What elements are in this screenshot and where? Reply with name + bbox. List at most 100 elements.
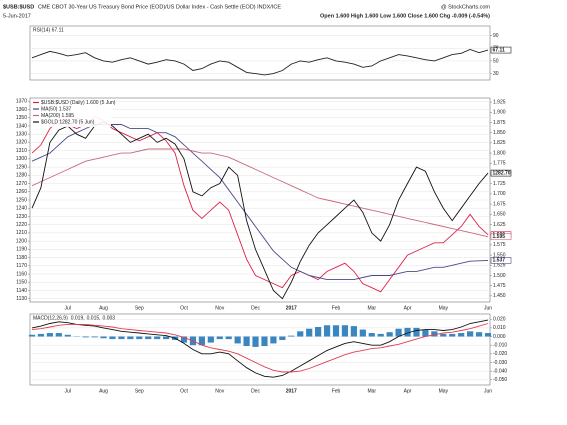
legend-label: 0.015, bbox=[87, 315, 101, 321]
panel-frame bbox=[29, 313, 491, 386]
x-tick-label: Aug bbox=[99, 305, 108, 311]
y-tick-label: 0.000 bbox=[493, 334, 506, 340]
histogram-bar bbox=[377, 333, 384, 337]
histogram-bar bbox=[118, 336, 125, 340]
legend-label: 0.019, bbox=[71, 315, 85, 321]
chart-title: CME CBOT 30-Year US Treasury Bond Price … bbox=[38, 4, 281, 10]
y-tick-label: 1330 bbox=[16, 132, 27, 138]
y-tick-label: 1.850 bbox=[493, 130, 506, 136]
y-tick-label: 1280 bbox=[16, 173, 27, 179]
histogram-bar bbox=[91, 336, 98, 338]
histogram-bar bbox=[359, 329, 366, 337]
x-tick-label: 2017 bbox=[286, 305, 297, 311]
series-line bbox=[31, 124, 489, 281]
y-tick-label: 1350 bbox=[16, 115, 27, 121]
x-tick-label: Nov bbox=[215, 388, 224, 394]
x-tick-label: Apr bbox=[404, 388, 412, 394]
y-tick-label: 1.900 bbox=[493, 110, 506, 116]
y-tick-label: 1.550 bbox=[493, 252, 506, 258]
histogram-bar bbox=[145, 336, 152, 340]
histogram-bar bbox=[136, 336, 143, 340]
y-tick-label: -0.010 bbox=[493, 342, 507, 348]
y-tick-label: 1320 bbox=[16, 140, 27, 146]
x-tick-label: Jun bbox=[484, 305, 492, 311]
histogram-bar bbox=[207, 336, 214, 343]
y-tick-label: 1210 bbox=[16, 230, 27, 236]
histogram-bar bbox=[46, 333, 53, 337]
y-tick-label: 1150 bbox=[16, 280, 27, 286]
legend-label: MA(200) 1.595 bbox=[41, 113, 74, 119]
x-tick-label: 2017 bbox=[286, 388, 297, 394]
y-tick-label: 1.825 bbox=[493, 140, 506, 146]
y-tick-label: 1170 bbox=[16, 263, 27, 269]
histogram-bar bbox=[440, 333, 447, 337]
x-tick-label: Mar bbox=[367, 305, 376, 311]
y-tick-label: 1340 bbox=[16, 123, 27, 129]
x-tick-label: Feb bbox=[332, 388, 341, 394]
series-line bbox=[31, 323, 489, 373]
y-tick-label: 30 bbox=[493, 71, 499, 77]
histogram-bar bbox=[395, 328, 402, 337]
histogram-bar bbox=[234, 336, 241, 344]
y-tick-label: -0.020 bbox=[493, 351, 507, 357]
series-line bbox=[31, 115, 489, 293]
y-tick-label: 1230 bbox=[16, 214, 27, 220]
value-tag-box bbox=[490, 233, 512, 241]
x-tick-label: Jun bbox=[484, 388, 492, 394]
histogram-bar bbox=[270, 336, 277, 344]
x-tick-label: Mar bbox=[367, 388, 376, 394]
x-tick-label: Sep bbox=[135, 305, 144, 311]
histogram-bar bbox=[243, 336, 250, 347]
histogram-bar bbox=[216, 336, 223, 340]
legend-box bbox=[31, 99, 111, 127]
y-tick-label: 1.875 bbox=[493, 120, 506, 126]
legend-label: MA(50) 1.537 bbox=[41, 106, 72, 112]
histogram-bar bbox=[261, 336, 268, 347]
value-tag: 1.595 bbox=[493, 234, 506, 240]
x-tick-label: Jul bbox=[65, 388, 71, 394]
histogram-bar bbox=[127, 336, 134, 340]
y-tick-label: 1270 bbox=[16, 181, 27, 187]
y-tick-label: 1240 bbox=[16, 206, 27, 212]
x-tick-label: Oct bbox=[180, 305, 188, 311]
y-tick-label: 1250 bbox=[16, 197, 27, 203]
series-line bbox=[31, 121, 489, 300]
y-tick-label: 1260 bbox=[16, 189, 27, 195]
x-tick-label: Aug bbox=[99, 388, 108, 394]
x-tick-label: Jul bbox=[65, 305, 71, 311]
y-tick-label: -0.030 bbox=[493, 360, 507, 366]
histogram-bar bbox=[100, 336, 107, 339]
panel-label: RSI(14) 67.11 bbox=[33, 27, 64, 33]
legend-label: $USB:$USD (Daily) 1.600 (5 Jun) bbox=[41, 100, 116, 106]
histogram-bar bbox=[109, 336, 116, 340]
series-line bbox=[31, 148, 489, 238]
histogram-bar bbox=[288, 335, 295, 337]
y-tick-label: 1.500 bbox=[493, 273, 506, 279]
value-tag: 67.11 bbox=[493, 47, 505, 53]
panel-label: MACD(12,26,9) bbox=[33, 315, 68, 321]
histogram-bar bbox=[422, 329, 429, 337]
y-tick-label: 1180 bbox=[16, 255, 27, 261]
y-tick-label: 1.475 bbox=[493, 283, 506, 289]
y-tick-label: 1140 bbox=[16, 288, 27, 294]
y-tick-label: 50 bbox=[493, 58, 499, 64]
y-tick-label: 1.775 bbox=[493, 161, 506, 167]
y-tick-label: 1.625 bbox=[493, 222, 506, 228]
x-tick-label: Sep bbox=[135, 388, 144, 394]
histogram-bar bbox=[323, 325, 331, 337]
legend-label: 0.003 bbox=[103, 315, 116, 321]
y-tick-label: 1.450 bbox=[493, 293, 506, 299]
histogram-bar bbox=[225, 336, 232, 340]
symbol: $USB:$USD bbox=[3, 4, 34, 10]
value-tag-box bbox=[490, 46, 512, 54]
y-tick-label: 1.575 bbox=[493, 242, 506, 248]
value-tag: 1.537 bbox=[493, 258, 506, 264]
x-tick-label: Feb bbox=[332, 305, 341, 311]
histogram-bar bbox=[341, 325, 349, 337]
histogram-bar bbox=[449, 333, 456, 337]
x-tick-label: Nov bbox=[215, 305, 224, 311]
series-line bbox=[31, 49, 489, 76]
y-tick-label: 1190 bbox=[16, 247, 27, 253]
histogram-bar bbox=[297, 331, 304, 337]
